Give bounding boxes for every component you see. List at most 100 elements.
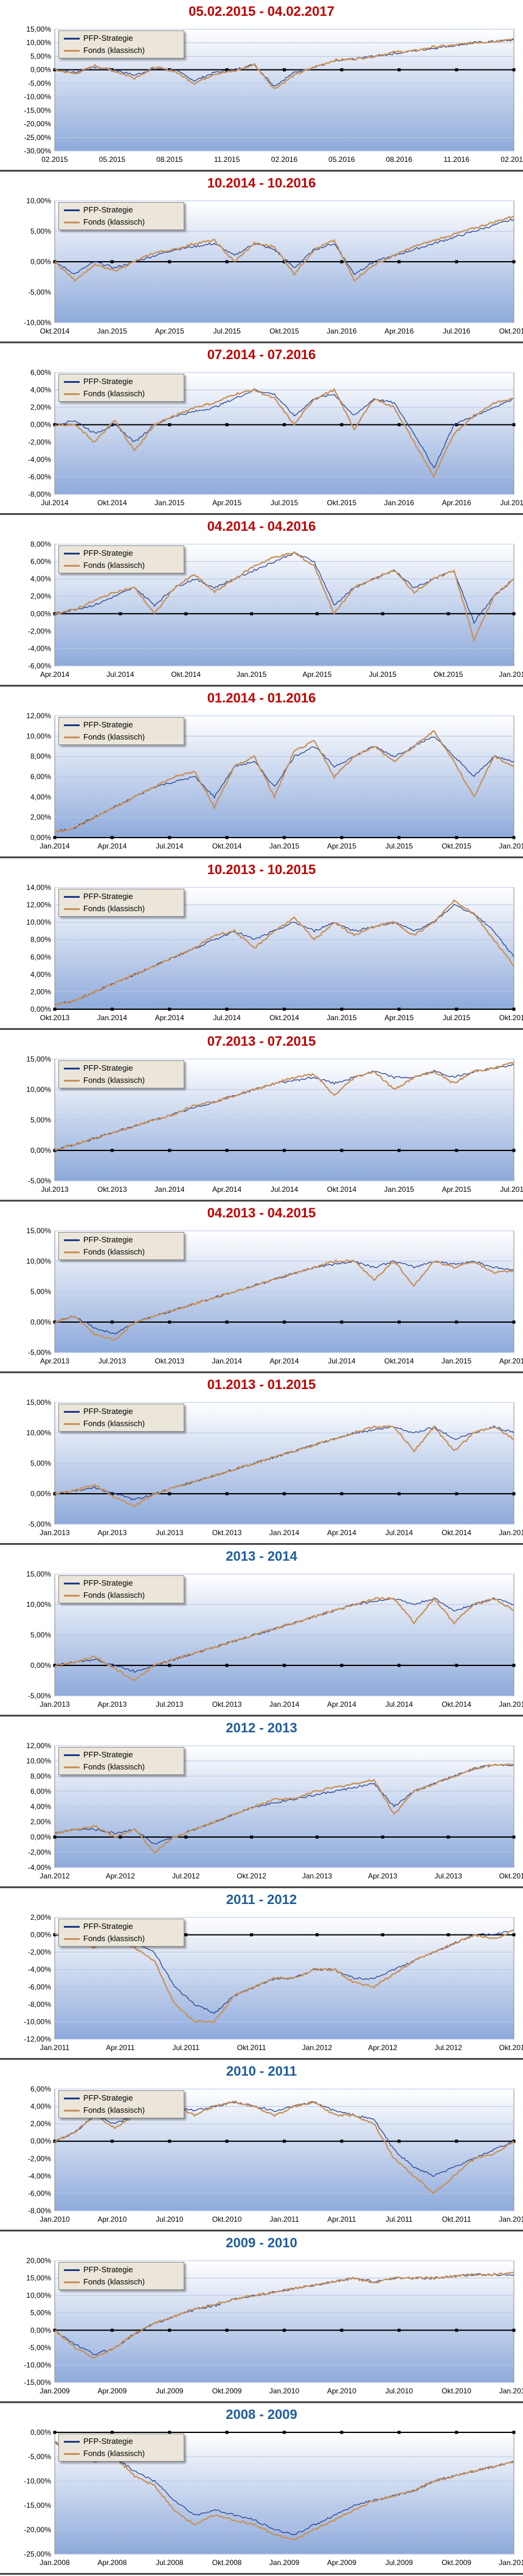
legend-swatch [64,908,80,910]
x-tick-marker [340,423,344,427]
y-tick-label: -10,00% [24,318,51,327]
x-tick-label: Apr.2012 [368,2043,397,2052]
legend-label: PFP-Strategie [83,2437,133,2446]
x-tick-marker [225,1664,229,1667]
x-tick-marker [512,68,516,72]
x-tick-label: Jul.2015 [443,1013,471,1022]
y-tick-label: 2,00% [30,1913,51,1922]
y-tick-label: -2,00% [28,1948,51,1956]
legend-swatch [64,553,80,555]
legend-label: PFP-Strategie [83,548,133,558]
x-tick-marker [455,1664,459,1667]
x-tick-label: Okt.2014 [327,1185,357,1194]
chart-svg: 15,00% 10,00% 5,00% 0,00% -5,00%Jan.2013 Apr.… [26,1398,523,1537]
y-tick-label: 10,00% [26,38,51,47]
y-tick-label: -10,00% [24,2017,51,2026]
x-tick-marker [53,68,57,72]
x-tick-marker [512,1492,516,1496]
y-tick-label: -8,00% [28,490,51,499]
x-tick-marker [512,1149,516,1152]
legend-label: PFP-Strategie [83,1922,133,1931]
y-tick-label: 0,00% [30,421,51,429]
chart-panel: 07.2014 - 07.2016 6,00% 4,00% 2,00% 0,00% -2,… [0,343,523,515]
series-line-fund [54,899,514,1007]
y-tick-label: 5,00% [30,1116,51,1124]
legend-label: PFP-Strategie [83,1063,133,1073]
x-tick-marker [110,2140,114,2143]
x-tick-label: Okt.2014 [269,1013,299,1022]
x-tick-marker [455,1149,459,1152]
y-tick-label: -5,00% [28,2343,51,2352]
y-tick-label: 10,00% [26,1757,51,1765]
legend-label: Fonds (klassisch) [83,1247,145,1256]
legend: PFP-Strategie Fonds (klassisch) [58,374,184,402]
legend-label: Fonds (klassisch) [83,389,145,398]
chart-title: 01.2013 - 01.2015 [207,1377,316,1392]
chart-title: 2011 - 2012 [226,1892,297,1907]
x-tick-label: 08.2015 [156,155,183,164]
y-tick-label: 8,00% [30,540,51,548]
x-tick-label: Okt.2013 [154,1357,184,1365]
x-tick-marker [283,2431,286,2434]
x-tick-label: Jul.2011 [386,2215,413,2224]
legend-label: Fonds (klassisch) [83,1591,145,1600]
x-tick-label: 05.2016 [328,155,355,164]
y-tick-label: 4,00% [30,793,51,801]
x-tick-marker [455,1492,459,1496]
x-tick-label: Apr.2015 [212,499,241,507]
x-tick-label: Jul.2015 [213,327,241,335]
legend-label: PFP-Strategie [83,892,133,901]
x-tick-marker [168,2431,171,2434]
x-tick-marker [340,2328,344,2332]
x-tick-marker [225,423,229,427]
chart-svg: 15,00% 10,00% 5,00% 0,00% -5,00%Jul.2013 Okt.… [26,1055,523,1194]
x-tick-marker [225,1007,229,1011]
legend: PFP-Strategie Fonds (klassisch) [58,1575,184,1603]
legend-swatch [64,2110,80,2112]
chart-title: 07.2013 - 07.2015 [207,1034,316,1049]
chart-panel: 2010 - 2011 6,00% 4,00% 2,00% 0,00% -2,00% -4,… [0,2060,523,2231]
legend-swatch [64,2453,80,2455]
legend-label: PFP-Strategie [83,2265,133,2274]
x-tick-label: Apr.2011 [106,2043,134,2052]
x-tick-label: Jan.2016 [499,842,523,850]
x-tick-label: Jan.2015 [499,1700,523,1709]
x-tick-marker [512,1664,516,1667]
x-tick-marker [110,2328,114,2332]
chart-svg: 15,00% 10,00% 5,00% 0,00% -5,00%Jan.2013 Apr.… [26,1570,523,1709]
x-tick-label: Jul.2013 [41,1185,69,1194]
legend-swatch [64,1583,80,1584]
x-tick-label: Jul.2012 [434,2043,462,2052]
y-tick-label: -6,00% [28,2189,51,2197]
x-tick-marker [512,1933,516,1937]
y-tick-label: -20,00% [24,2525,51,2534]
y-tick-label: 0,00% [30,66,51,74]
x-tick-label: Okt.2014 [97,499,127,507]
chart-panel: 10.2013 - 10.2015 14,00% 12,00% 10,00% 8,00%… [0,858,523,1030]
legend-label: Fonds (klassisch) [83,217,145,226]
x-tick-label: Okt.2010 [442,2387,471,2395]
x-tick-marker [512,2328,516,2332]
x-tick-label: Apr.2013 [368,1872,397,1880]
x-tick-label: Jan.2014 [269,1528,300,1537]
y-tick-label: -10,00% [24,93,51,101]
x-tick-label: Apr.2009 [97,2387,126,2395]
y-tick-label: 12,00% [26,901,51,909]
x-tick-label: 02.2016 [271,155,298,164]
x-tick-label: Okt.2009 [212,2387,242,2395]
y-tick-label: 0,00% [30,2326,51,2334]
x-tick-label: Jan.2011 [499,2387,523,2395]
series-line-fund [54,1062,514,1151]
x-tick-marker [512,1320,516,1324]
legend-label: Fonds (klassisch) [83,1076,145,1085]
y-tick-label: 0,00% [30,1005,51,1013]
legend: PFP-Strategie Fonds (klassisch) [58,889,184,917]
x-tick-marker [168,1492,171,1496]
chart-svg: 0,00%-5,00%-10,00%-15,00%-20,00%-25,00%J… [24,2428,523,2567]
legend-label: Fonds (klassisch) [83,561,145,570]
y-tick-label: -5,00% [28,1520,51,1528]
chart-title: 04.2014 - 04.2016 [207,519,316,534]
legend: PFP-Strategie Fonds (klassisch) [58,2262,184,2290]
y-tick-label: 6,00% [30,558,51,566]
x-tick-label: Jul.2016 [443,327,471,335]
